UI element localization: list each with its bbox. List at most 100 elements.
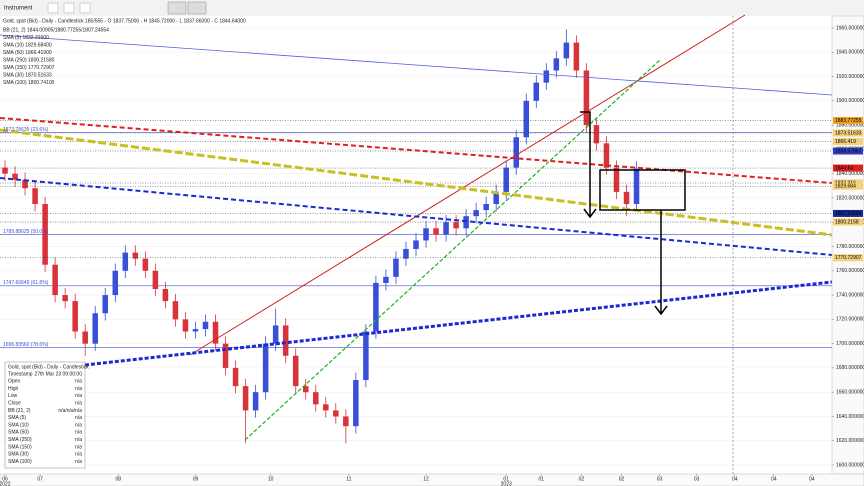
- candle-body: [403, 248, 409, 259]
- y-tick-label: 1720.000000: [836, 317, 864, 323]
- info-value: n/a: [75, 401, 82, 407]
- price-tag: [833, 254, 863, 262]
- tool-button[interactable]: [47, 2, 59, 14]
- candle-body: [393, 258, 399, 277]
- arrow-head: [654, 305, 668, 316]
- candle-body: [32, 188, 38, 205]
- info-label: SMA (150): [8, 444, 32, 450]
- y-tick-label: 1920.000000: [836, 74, 864, 80]
- candle-body: [182, 319, 189, 332]
- y-tick-label: 1880.000000: [836, 122, 864, 128]
- trendline: [244, 59, 661, 441]
- candle-body: [543, 70, 550, 83]
- x-tick-label: 08: [116, 476, 122, 482]
- candle-body: [92, 313, 98, 344]
- candle-body: [122, 252, 129, 271]
- tool-button[interactable]: [79, 2, 91, 14]
- candle-body: [82, 331, 88, 344]
- date-axis: [0, 473, 864, 486]
- price-tag-label: 1829.684: [835, 184, 856, 190]
- x-tick-year: 2023: [501, 481, 512, 486]
- x-tick-label: 04: [732, 476, 738, 482]
- candle-body: [222, 343, 229, 368]
- candle-body: [343, 416, 349, 427]
- candle-body: [553, 58, 560, 71]
- candle-body: [12, 173, 18, 180]
- instrument-menu[interactable]: Instrument: [4, 6, 33, 12]
- x-tick-year: 2022: [0, 481, 11, 486]
- info-value: n/a: [75, 422, 82, 428]
- info-value: n/a: [75, 444, 82, 450]
- candle-body: [152, 270, 159, 290]
- x-tick-label: 12: [423, 476, 429, 482]
- candle-body: [423, 228, 429, 241]
- info-rows: Timestamp 27th Mar 23 09:00:00 Open n/a High…: [8, 371, 82, 465]
- candle-body: [142, 258, 149, 271]
- candle-body: [463, 216, 469, 229]
- price-tag-label: 1770.72907: [835, 255, 862, 261]
- info-label: SMA (5): [8, 415, 26, 421]
- info-label: SMA (50): [8, 430, 29, 436]
- candle-body: [353, 380, 359, 427]
- price-tag: [833, 209, 863, 217]
- x-tick-label: 11: [346, 476, 351, 482]
- annotation: [580, 111, 686, 316]
- info-label: BB (21, 2): [8, 408, 31, 414]
- candle-body: [373, 282, 379, 332]
- candle-body: [453, 222, 459, 229]
- x-tick-label: 02: [619, 476, 625, 482]
- candle-body: [162, 289, 169, 302]
- candle-body: [633, 168, 640, 205]
- info-label: SMA (250): [8, 437, 32, 443]
- candle-body: [262, 343, 269, 393]
- y-tick-label: 1900.000000: [836, 98, 864, 104]
- marks: [0, 27, 832, 466]
- trendlines: [0, 14, 833, 474]
- candle-body: [413, 240, 419, 249]
- x-tick-label: 03: [657, 476, 663, 482]
- x-tick-label: 03: [694, 476, 700, 482]
- layout-button[interactable]: [167, 1, 187, 15]
- candle-body: [383, 276, 389, 283]
- info-value: n/a: [75, 415, 82, 421]
- y-tick-label: 1680.000000: [836, 365, 864, 371]
- candle-body: [523, 100, 530, 138]
- candle-body: [282, 325, 289, 356]
- candle-body: [583, 70, 590, 126]
- candle-body: [433, 228, 439, 235]
- candle-body: [292, 355, 299, 387]
- candle-body: [513, 137, 519, 168]
- price-tag: [833, 164, 863, 172]
- candle-body: [313, 392, 319, 405]
- candle-body: [22, 179, 28, 189]
- candle-body: [62, 295, 68, 302]
- y-tick-label: 1780.000000: [836, 244, 864, 250]
- candle-body: [172, 301, 179, 320]
- price-tag: [833, 138, 863, 146]
- indicator-entry: SMA (30) 1870.51633: [3, 72, 52, 78]
- indicator-legend: BB (21, 2) 1844.00905/1880.77255/1807.24…: [3, 27, 109, 86]
- x-tick-label: 04: [809, 476, 815, 482]
- y-tick-label: 1620.000000: [836, 438, 864, 444]
- candle-body: [363, 331, 369, 381]
- price-tag: [833, 147, 863, 155]
- price-tag-label: 1844.64: [835, 165, 853, 171]
- candle-body: [252, 392, 259, 411]
- candle-body: [232, 367, 239, 387]
- info-label: Close: [8, 401, 21, 407]
- candle-body: [242, 386, 249, 411]
- y-tick-label: 1820.000000: [836, 195, 864, 201]
- candle-body: [2, 167, 8, 174]
- candle-body: [212, 321, 219, 344]
- indicator-entry: SMA (150) 1770.72907: [3, 65, 55, 71]
- indicator-entry: SMA (100) 1800.74100: [3, 80, 55, 86]
- layout-button[interactable]: [187, 1, 207, 15]
- info-value: n/a: [75, 430, 82, 436]
- arrow: [580, 111, 591, 216]
- indicator-entry: SMA (10) 1829.68400: [3, 42, 52, 48]
- price-tag-label: 1873.51633: [835, 130, 862, 136]
- price-tag-label: 1883.77255: [835, 118, 862, 124]
- candle-body: [573, 42, 580, 71]
- tool-button[interactable]: [63, 2, 75, 14]
- toolbar: [0, 0, 864, 16]
